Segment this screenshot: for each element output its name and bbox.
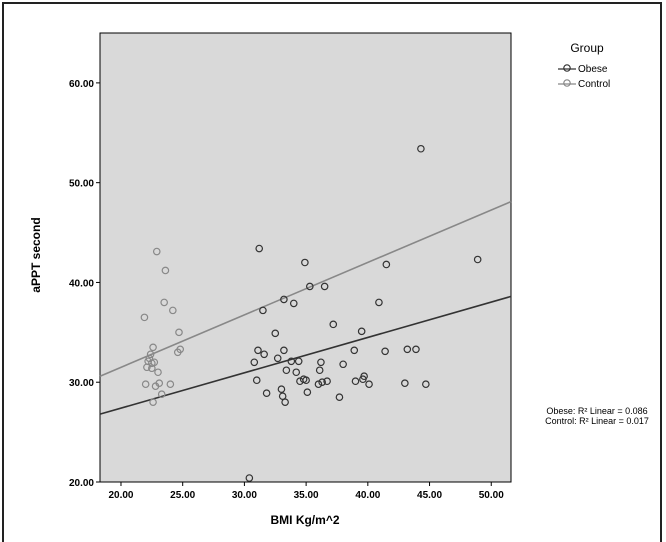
point-obese: [277, 385, 286, 394]
point-obese: [292, 368, 301, 377]
point-obese: [302, 376, 310, 385]
y-axis-title: aPPT second: [29, 217, 43, 292]
point-control: [155, 379, 164, 388]
point-obese: [282, 366, 291, 375]
fit-line-control: [99, 200, 512, 377]
point-obese: [260, 350, 268, 359]
plot-area: [99, 32, 512, 483]
point-control: [157, 390, 166, 398]
x-tick-label: 45.00: [417, 490, 442, 501]
point-obese: [315, 366, 324, 375]
point-control: [141, 380, 150, 389]
point-obese: [314, 380, 323, 389]
legend-control-marker: [563, 79, 571, 87]
point-obese: [294, 357, 303, 366]
x-tick-label: 35.00: [294, 490, 319, 501]
point-obese: [280, 346, 288, 355]
point-control: [149, 398, 157, 406]
x-axis-title: BMI Kg/m^2: [270, 513, 339, 527]
fit-label-obese: Obese: R² Linear = 0.086: [546, 406, 647, 416]
y-tick-label: 50.00: [69, 179, 94, 190]
point-control: [166, 380, 175, 389]
point-control: [161, 266, 170, 275]
point-obese: [412, 345, 420, 354]
fit-label-control: Control: R² Linear = 0.017: [545, 416, 649, 426]
point-obese: [287, 357, 296, 366]
point-control: [140, 313, 149, 322]
point-obese: [271, 329, 280, 338]
point-obese: [382, 260, 391, 269]
x-tick-label: 40.00: [355, 490, 380, 501]
point-obese: [245, 474, 254, 482]
legend: Group Obese Control: [558, 41, 610, 90]
y-tick-label: 40.00: [69, 278, 94, 289]
point-obese: [306, 282, 314, 291]
x-tick-label: 50.00: [479, 490, 504, 501]
point-obese: [250, 358, 259, 367]
point-obese: [339, 360, 347, 369]
point-obese: [381, 347, 389, 356]
legend-control-label: Control: [578, 79, 610, 90]
point-obese: [273, 354, 282, 363]
legend-item-obese: Obese: [558, 64, 608, 75]
legend-obese-marker: [563, 64, 571, 72]
legend-title: Group: [570, 41, 604, 55]
point-obese: [280, 295, 288, 304]
point-obese: [289, 299, 298, 308]
point-control: [152, 247, 161, 256]
point-obese: [365, 380, 373, 389]
legend-item-control: Control: [558, 79, 610, 90]
point-obese: [403, 345, 412, 354]
point-control: [160, 298, 168, 307]
point-obese: [301, 258, 309, 267]
point-obese: [262, 389, 271, 397]
point-obese: [375, 298, 383, 307]
point-obese: [323, 377, 331, 386]
point-obese: [259, 306, 267, 315]
point-obese: [401, 379, 409, 388]
point-obese: [422, 380, 430, 389]
x-tick-label: 20.00: [108, 490, 133, 501]
point-obese: [473, 255, 482, 264]
legend-obese-label: Obese: [578, 64, 608, 75]
point-control: [150, 358, 159, 367]
point-obese: [317, 358, 325, 367]
y-tick-label: 60.00: [69, 79, 94, 90]
point-obese: [350, 346, 359, 355]
y-tick-label: 20.00: [69, 478, 94, 489]
point-obese: [357, 327, 366, 336]
point-obese: [417, 144, 425, 153]
point-control: [146, 350, 155, 359]
x-tick-label: 30.00: [232, 490, 257, 501]
point-control: [149, 343, 157, 352]
point-obese: [255, 244, 264, 253]
point-obese: [360, 372, 368, 381]
point-obese: [303, 388, 312, 397]
point-obese: [318, 378, 326, 387]
point-obese: [254, 346, 262, 355]
point-obese: [329, 320, 338, 329]
point-control: [154, 368, 162, 377]
point-control: [176, 345, 185, 354]
point-obese: [281, 398, 289, 406]
point-obese: [320, 282, 329, 291]
point-control: [175, 328, 183, 337]
point-obese: [351, 377, 360, 386]
x-tick-label: 25.00: [170, 490, 195, 501]
point-obese: [252, 376, 261, 385]
fit-line-obese: [99, 295, 512, 415]
point-control: [169, 306, 177, 315]
point-obese: [335, 393, 344, 401]
y-tick-label: 30.00: [69, 378, 94, 389]
